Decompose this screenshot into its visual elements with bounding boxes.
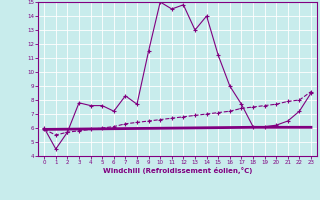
X-axis label: Windchill (Refroidissement éolien,°C): Windchill (Refroidissement éolien,°C) <box>103 167 252 174</box>
